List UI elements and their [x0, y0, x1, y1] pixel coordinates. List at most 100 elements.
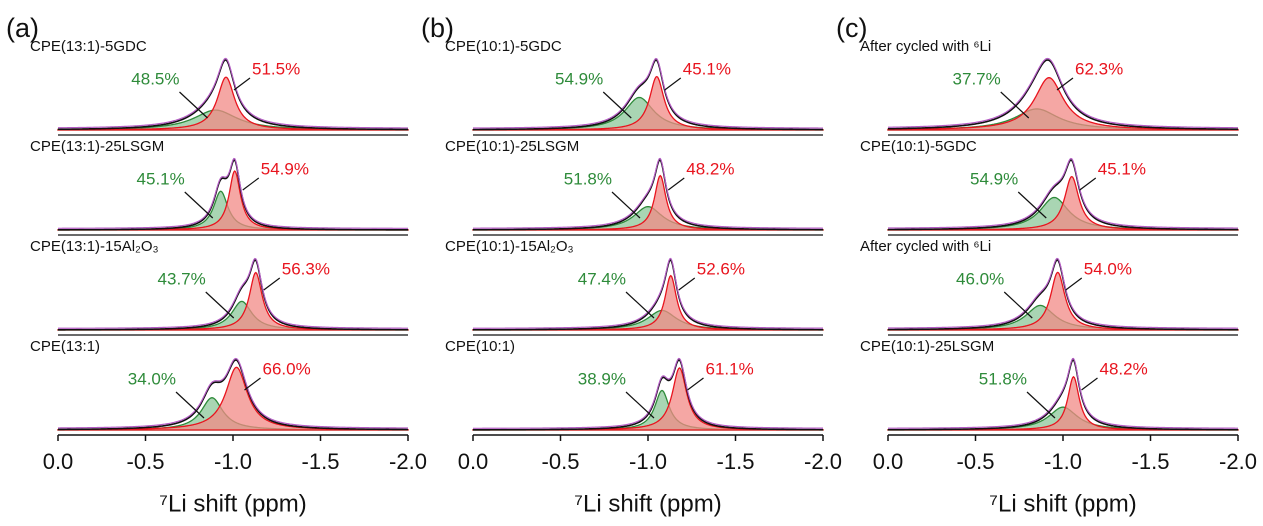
- spectrum-label: After cycled with ⁶Li: [860, 38, 991, 55]
- spectrum-label: CPE(13:1)-5GDC: [30, 38, 147, 55]
- spectrum-label: CPE(10:1): [445, 338, 515, 355]
- value-label: 45.1%: [1098, 159, 1146, 178]
- x-tick-label: -0.5: [542, 449, 580, 474]
- leader-line: [1056, 77, 1074, 91]
- leader-line: [205, 291, 235, 319]
- value-label: 34.0%: [128, 369, 176, 388]
- leader-line: [1003, 291, 1033, 319]
- leader-line: [263, 277, 281, 291]
- x-tick-label: -1.0: [629, 449, 667, 474]
- spectrum-line: [473, 159, 823, 231]
- panel-label: (c): [836, 13, 867, 43]
- leader-line: [1017, 191, 1047, 219]
- leader-line: [625, 391, 655, 419]
- x-tick-label: 0.0: [458, 449, 489, 474]
- fit-envelope: [57, 57, 408, 129]
- value-label: 61.1%: [706, 359, 754, 378]
- x-tick-label: 0.0: [43, 449, 74, 474]
- leader-line: [175, 391, 205, 419]
- x-tick-label: -1.5: [1132, 449, 1170, 474]
- value-label: 47.4%: [578, 269, 626, 288]
- peak-component: [57, 366, 409, 431]
- x-axis-label: ⁷Li shift (ppm): [989, 490, 1136, 517]
- peak-component: [472, 389, 824, 431]
- leader-line: [244, 377, 261, 391]
- fit-envelope: [888, 357, 1239, 429]
- fit-envelope: [473, 57, 823, 129]
- spectrum-label: CPE(13:1): [30, 338, 100, 355]
- x-tick-label: -0.5: [127, 449, 165, 474]
- leader-line: [1000, 91, 1030, 119]
- fit-envelope: [57, 357, 408, 429]
- spectrum-line: [887, 59, 1239, 130]
- spectrum-label: CPE(10:1)-25LSGM: [445, 138, 579, 155]
- spectrum-line: [58, 259, 408, 331]
- value-label: 45.1%: [137, 169, 185, 188]
- x-axis-label: ⁷Li shift (ppm): [574, 490, 721, 517]
- value-label: 37.7%: [953, 69, 1001, 88]
- value-label: 48.5%: [131, 69, 179, 88]
- peak-component: [57, 170, 409, 231]
- spectrum-line: [473, 359, 823, 431]
- value-label: 51.8%: [979, 369, 1027, 388]
- value-label: 38.9%: [578, 369, 626, 388]
- leader-line: [1026, 391, 1056, 419]
- x-tick-label: -1.5: [302, 449, 340, 474]
- spectrum-label: CPE(10:1)-5GDC: [860, 138, 977, 155]
- leader-line: [1065, 277, 1083, 291]
- x-axis-label: ⁷Li shift (ppm): [159, 490, 306, 517]
- fit-envelope: [57, 157, 408, 229]
- x-tick-label: -2.0: [804, 449, 842, 474]
- value-label: 54.0%: [1084, 259, 1132, 278]
- fit-envelope: [473, 157, 823, 229]
- leader-line: [664, 77, 682, 91]
- peak-component: [472, 75, 824, 131]
- leader-line: [179, 91, 208, 119]
- spectrum-line: [473, 59, 823, 131]
- value-label: 51.5%: [252, 59, 300, 78]
- x-tick-label: -0.5: [957, 449, 995, 474]
- x-tick-label: 0.0: [873, 449, 904, 474]
- spectrum-label: CPE(13:1)-15Al₂O₃: [30, 238, 159, 255]
- value-label: 51.8%: [564, 169, 612, 188]
- fit-envelope: [473, 357, 823, 429]
- leader-line: [1081, 377, 1098, 391]
- peak-component: [57, 76, 409, 131]
- spectrum-label: CPE(10:1)-5GDC: [445, 38, 562, 55]
- fit-envelope: [888, 157, 1238, 229]
- leader-line: [602, 91, 632, 119]
- spectrum-label: CPE(13:1)-25LSGM: [30, 138, 164, 155]
- value-label: 66.0%: [263, 359, 311, 378]
- leader-line: [687, 377, 704, 391]
- leader-line: [611, 191, 641, 219]
- spectrum-line: [472, 259, 824, 331]
- panel-label: (a): [6, 13, 39, 43]
- spectrum-line: [57, 359, 408, 431]
- fit-envelope: [58, 257, 408, 329]
- leader-line: [184, 191, 214, 219]
- value-label: 52.6%: [697, 259, 745, 278]
- leader-line: [1079, 177, 1097, 191]
- spectrum-line: [888, 159, 1238, 231]
- leader-line: [678, 277, 696, 291]
- value-label: 54.9%: [970, 169, 1018, 188]
- leader-line: [625, 291, 655, 319]
- x-tick-label: -1.0: [1044, 449, 1082, 474]
- value-label: 54.9%: [261, 159, 309, 178]
- value-label: 48.2%: [686, 159, 734, 178]
- leader-line: [233, 77, 251, 91]
- spectrum-label: After cycled with ⁶Li: [860, 238, 991, 255]
- x-tick-label: -2.0: [389, 449, 427, 474]
- spectrum-line: [888, 359, 1239, 431]
- value-label: 56.3%: [282, 259, 330, 278]
- panel-label: (b): [421, 13, 454, 43]
- fit-envelope: [887, 257, 1238, 329]
- peak-component: [887, 375, 1239, 431]
- value-label: 62.3%: [1075, 59, 1123, 78]
- x-tick-label: -2.0: [1219, 449, 1257, 474]
- leader-line: [242, 177, 260, 191]
- value-label: 45.1%: [683, 59, 731, 78]
- peak-component: [472, 174, 824, 231]
- x-tick-label: -1.5: [717, 449, 755, 474]
